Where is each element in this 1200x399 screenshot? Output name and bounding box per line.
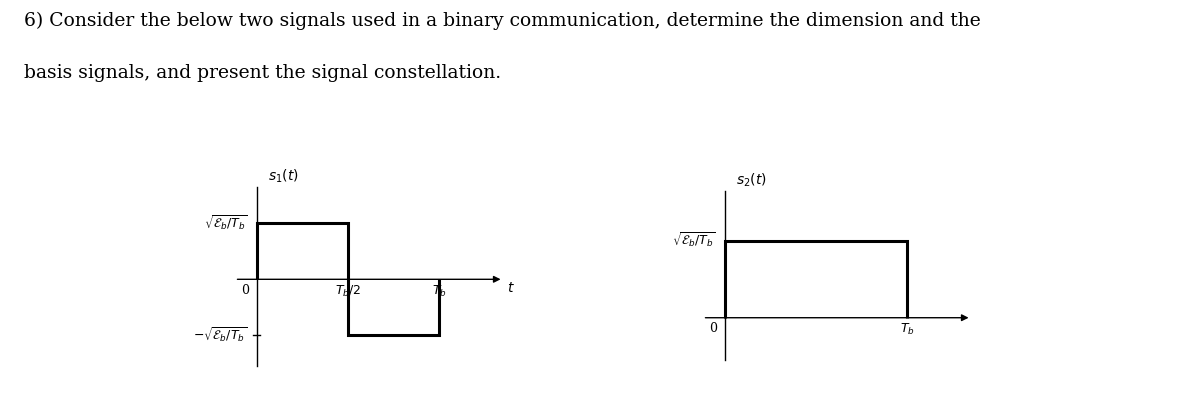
Text: $T_b/2$: $T_b/2$ [335, 284, 361, 299]
Text: $s_2(t)$: $s_2(t)$ [736, 171, 767, 189]
Text: 0: 0 [709, 322, 718, 335]
Text: $t$: $t$ [508, 281, 515, 295]
Text: $\sqrt{\mathcal{E}_b/T_b}$: $\sqrt{\mathcal{E}_b/T_b}$ [204, 214, 247, 233]
Text: 6) Consider the below two signals used in a binary communication, determine the : 6) Consider the below two signals used i… [24, 12, 980, 30]
Text: basis signals, and present the signal constellation.: basis signals, and present the signal co… [24, 64, 502, 82]
Text: $-\sqrt{\mathcal{E}_b/T_b}$: $-\sqrt{\mathcal{E}_b/T_b}$ [193, 326, 247, 345]
Text: $s_1(t)$: $s_1(t)$ [268, 168, 299, 185]
Text: $T_b$: $T_b$ [432, 284, 446, 299]
Text: 0: 0 [241, 284, 250, 297]
Text: $T_b$: $T_b$ [900, 322, 914, 338]
Text: $\sqrt{\mathcal{E}_b/T_b}$: $\sqrt{\mathcal{E}_b/T_b}$ [672, 231, 715, 251]
